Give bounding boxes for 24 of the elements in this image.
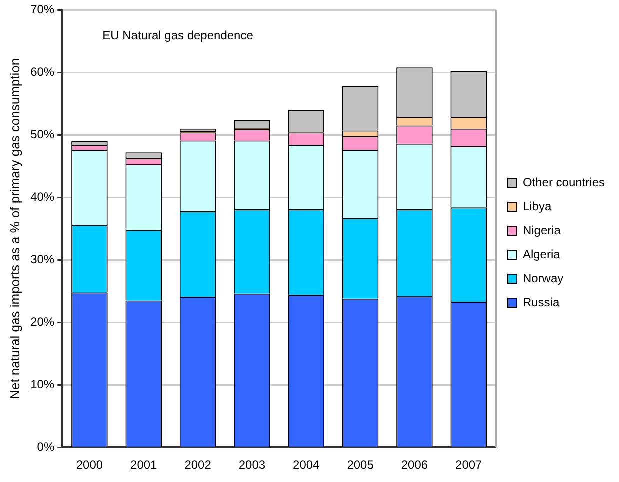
- y-tick-label: 50%: [30, 127, 55, 142]
- x-tick-label: 2005: [347, 458, 374, 472]
- y-axis-title: Net natural gas imports as a % of primary gas consumption: [7, 58, 22, 400]
- x-tick-label: 2002: [184, 458, 212, 472]
- legend-label: Algeria: [522, 247, 561, 262]
- legend-label: Norway: [522, 271, 564, 286]
- legend-label: Other countries: [522, 175, 606, 190]
- legend-label: Libya: [522, 199, 552, 214]
- y-tick-label: 70%: [30, 2, 55, 17]
- y-tick-label: 0%: [37, 440, 55, 454]
- x-tick-label: 2004: [293, 458, 320, 472]
- legend-label: Nigeria: [522, 223, 562, 238]
- y-tick-label: 10%: [30, 377, 55, 392]
- x-tick-label: 2007: [456, 458, 483, 472]
- y-tick-label: 30%: [30, 252, 55, 266]
- y-tick-label: 60%: [30, 65, 55, 79]
- x-tick-label: 2001: [130, 458, 158, 472]
- x-tick-label: 2000: [76, 458, 104, 472]
- x-tick-label: 2006: [401, 458, 428, 472]
- y-tick-label: 40%: [30, 190, 55, 204]
- x-tick-label: 2003: [238, 458, 266, 472]
- annotation: EU Natural gas dependence: [102, 28, 254, 43]
- legend-label: Russia: [522, 295, 560, 310]
- y-tick-label: 20%: [30, 314, 55, 329]
